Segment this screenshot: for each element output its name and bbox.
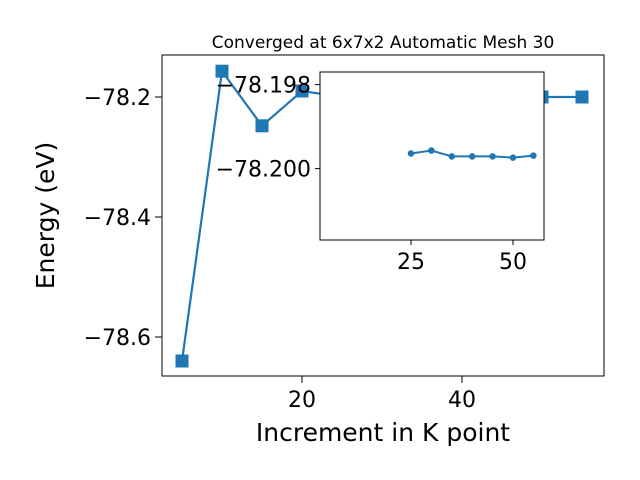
inset-chart: 25 50 −78.200 −78.198 (216, 71, 545, 275)
x-tick-label: 50 (499, 250, 527, 275)
plot-area (320, 72, 544, 240)
marker (175, 354, 189, 368)
marker (530, 152, 537, 159)
marker (407, 150, 415, 157)
marker (428, 147, 435, 154)
marker (489, 153, 496, 160)
marker (448, 153, 456, 160)
x-tick-label: 40 (448, 388, 476, 413)
x-tick-label: 20 (288, 388, 316, 413)
marker (509, 154, 517, 161)
y-axis-label: Energy (eV) (31, 142, 60, 289)
series (407, 147, 537, 161)
marker (575, 90, 589, 104)
plot-frame (319, 71, 545, 241)
marker (215, 64, 229, 78)
x-tick-label: 25 (397, 250, 425, 275)
y-tick-label: −78.198 (216, 74, 311, 99)
plot-frame (161, 54, 605, 377)
y-tick-label: −78.200 (216, 158, 311, 183)
y-tick-label: −78.2 (84, 86, 151, 111)
x-axis-label: Increment in K point (256, 418, 510, 447)
y-tick-label: −78.4 (84, 206, 151, 231)
y-tick-label: −78.6 (84, 326, 151, 351)
marker (295, 84, 309, 98)
marker (255, 119, 269, 133)
chart-title: Converged at 6x7x2 Automatic Mesh 30 (212, 33, 555, 53)
marker (468, 153, 476, 160)
